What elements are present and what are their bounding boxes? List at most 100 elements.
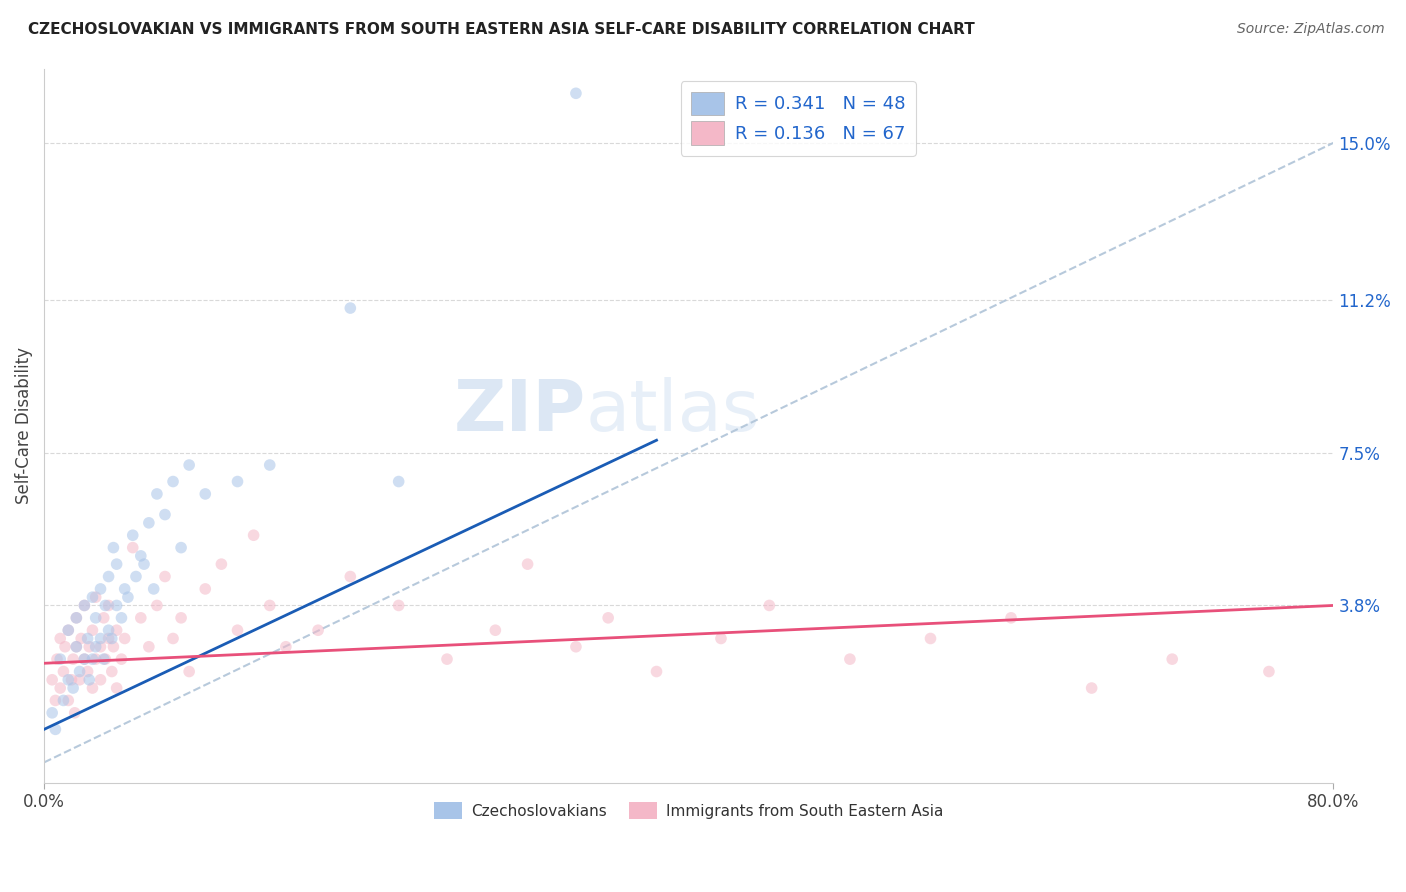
Point <box>65 611 87 625</box>
Point <box>565 87 588 101</box>
Point <box>103 541 125 555</box>
Point <box>73 652 96 666</box>
Point <box>1080 681 1102 695</box>
Point <box>49 681 72 695</box>
Point <box>89 640 111 654</box>
Point <box>62 681 84 695</box>
Point <box>69 673 91 687</box>
Point <box>82 652 104 666</box>
Point <box>41 673 63 687</box>
Point <box>49 652 72 666</box>
Point <box>58 693 80 707</box>
Point <box>645 665 668 679</box>
Point <box>226 624 249 638</box>
Point <box>84 611 107 625</box>
Point <box>53 640 76 654</box>
Point <box>82 624 104 638</box>
Point <box>65 611 87 625</box>
Point <box>82 681 104 695</box>
Point <box>565 640 588 654</box>
Point <box>179 458 201 472</box>
Point <box>89 632 111 646</box>
Point <box>838 652 860 666</box>
Point <box>105 599 128 613</box>
Text: atlas: atlas <box>586 377 761 446</box>
Point <box>110 652 132 666</box>
Point <box>758 599 780 613</box>
Point <box>103 640 125 654</box>
Point <box>46 652 69 666</box>
Point <box>84 590 107 604</box>
Point <box>920 632 942 646</box>
Point <box>101 665 124 679</box>
Point <box>89 582 111 596</box>
Point <box>58 624 80 638</box>
Point <box>339 301 361 315</box>
Point <box>516 557 538 571</box>
Point <box>307 624 329 638</box>
Point <box>259 599 281 613</box>
Point <box>1258 665 1281 679</box>
Point <box>274 640 297 654</box>
Point <box>84 652 107 666</box>
Point <box>97 624 120 638</box>
Point <box>52 665 75 679</box>
Point <box>105 557 128 571</box>
Text: CZECHOSLOVAKIAN VS IMMIGRANTS FROM SOUTH EASTERN ASIA SELF-CARE DISABILITY CORRE: CZECHOSLOVAKIAN VS IMMIGRANTS FROM SOUTH… <box>28 22 974 37</box>
Point <box>146 599 169 613</box>
Point <box>63 706 86 720</box>
Point <box>226 475 249 489</box>
Point <box>89 673 111 687</box>
Point <box>65 640 87 654</box>
Point <box>146 487 169 501</box>
Point <box>62 652 84 666</box>
Point <box>97 599 120 613</box>
Point <box>105 624 128 638</box>
Point <box>339 569 361 583</box>
Point <box>94 599 117 613</box>
Point <box>259 458 281 472</box>
Point <box>60 673 83 687</box>
Point <box>138 516 160 530</box>
Point <box>388 599 411 613</box>
Point <box>436 652 458 666</box>
Point <box>1000 611 1022 625</box>
Point <box>97 569 120 583</box>
Point <box>121 541 143 555</box>
Point <box>76 632 98 646</box>
Legend: Czechoslovakians, Immigrants from South Eastern Asia: Czechoslovakians, Immigrants from South … <box>427 796 949 825</box>
Point <box>58 673 80 687</box>
Point <box>97 632 120 646</box>
Point <box>138 640 160 654</box>
Point <box>70 632 93 646</box>
Point <box>65 640 87 654</box>
Point <box>242 528 264 542</box>
Point <box>82 590 104 604</box>
Point <box>76 665 98 679</box>
Point <box>484 624 506 638</box>
Point <box>93 652 115 666</box>
Point <box>388 475 411 489</box>
Point <box>49 632 72 646</box>
Point <box>179 665 201 679</box>
Point <box>129 611 152 625</box>
Point <box>170 541 193 555</box>
Text: Source: ZipAtlas.com: Source: ZipAtlas.com <box>1237 22 1385 37</box>
Point <box>105 681 128 695</box>
Point <box>117 590 139 604</box>
Point <box>209 557 232 571</box>
Point <box>52 693 75 707</box>
Point <box>44 693 66 707</box>
Text: ZIP: ZIP <box>453 377 586 446</box>
Point <box>114 632 136 646</box>
Point <box>194 487 217 501</box>
Point <box>84 640 107 654</box>
Point <box>129 549 152 563</box>
Point <box>153 569 176 583</box>
Point <box>73 599 96 613</box>
Point <box>93 611 115 625</box>
Point <box>1161 652 1184 666</box>
Point <box>73 599 96 613</box>
Point <box>101 632 124 646</box>
Point <box>153 508 176 522</box>
